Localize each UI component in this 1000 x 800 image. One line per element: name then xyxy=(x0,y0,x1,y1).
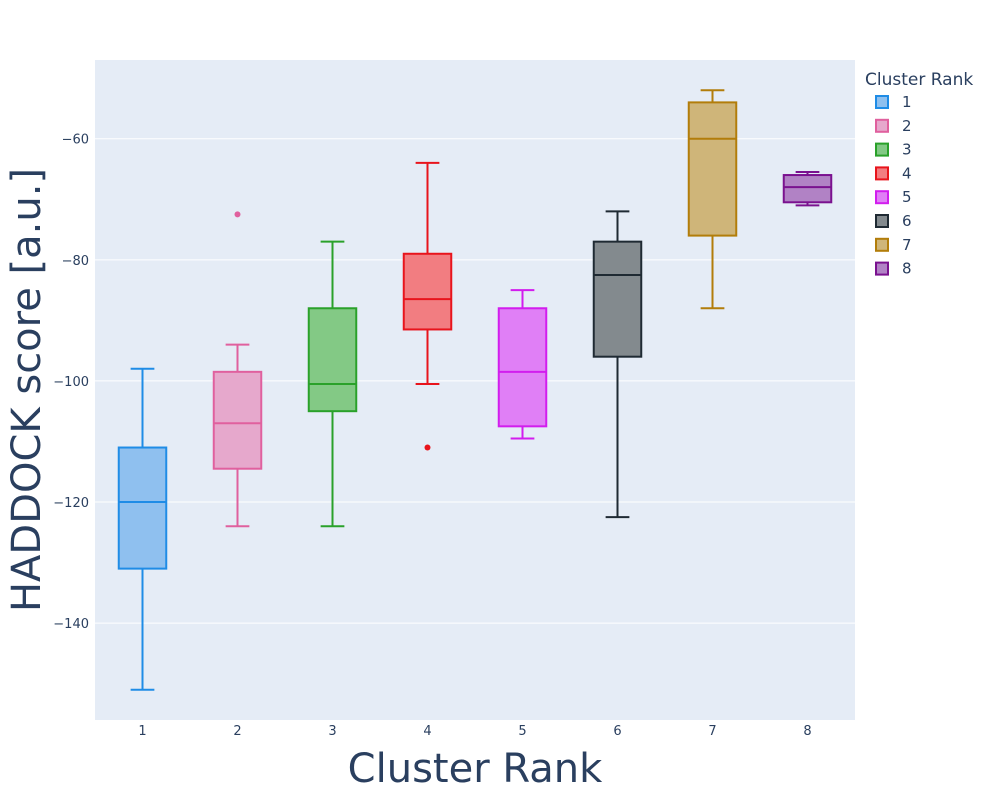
iqr-box xyxy=(687,101,738,237)
legend-item-3[interactable]: 3 xyxy=(875,141,912,159)
x-tick-label: 7 xyxy=(708,724,716,739)
outlier-point xyxy=(234,211,241,218)
x-tick-label: 6 xyxy=(613,724,621,739)
legend-label: 2 xyxy=(902,117,912,135)
y-tick-label: −80 xyxy=(62,254,89,269)
y-tick-label: −60 xyxy=(62,133,89,148)
legend-label: 1 xyxy=(902,93,912,111)
legend-item-4[interactable]: 4 xyxy=(875,164,912,182)
plot-area xyxy=(95,60,855,720)
legend-label: 7 xyxy=(902,236,912,254)
box-cluster-1[interactable] xyxy=(117,367,168,691)
iqr-box xyxy=(307,307,358,413)
x-tick-label: 3 xyxy=(328,724,336,739)
legend-swatch xyxy=(875,214,889,228)
y-axis-ticks: −60 −80 −100 −120 −140 xyxy=(53,133,89,632)
legend-item-8[interactable]: 8 xyxy=(875,260,912,278)
y-axis-title: HADDOCK score [a.u.] xyxy=(4,168,50,612)
box-cluster-3[interactable] xyxy=(307,240,358,528)
outlier-point xyxy=(424,444,431,451)
y-tick-label: −120 xyxy=(53,496,89,511)
box-series xyxy=(117,89,833,691)
x-tick-label: 2 xyxy=(233,724,241,739)
legend-item-6[interactable]: 6 xyxy=(875,212,912,230)
legend-swatch xyxy=(875,142,889,157)
x-tick-label: 5 xyxy=(518,724,526,739)
legend-item-5[interactable]: 5 xyxy=(875,188,912,206)
legend-title: Cluster Rank xyxy=(865,70,973,90)
iqr-box xyxy=(497,307,548,428)
legend-item-2[interactable]: 2 xyxy=(875,117,912,135)
box-cluster-5[interactable] xyxy=(497,289,548,440)
legend-label: 3 xyxy=(902,141,912,159)
legend-label: 5 xyxy=(902,188,912,206)
x-axis-ticks: 1 2 3 4 5 6 7 8 xyxy=(138,724,811,739)
legend-swatch xyxy=(875,261,889,276)
box-cluster-7[interactable] xyxy=(687,89,738,310)
legend-item-1[interactable]: 1 xyxy=(875,93,912,111)
legend-swatch xyxy=(875,190,889,205)
box-cluster-6[interactable] xyxy=(592,210,643,519)
x-tick-label: 4 xyxy=(423,724,431,739)
legend-item-7[interactable]: 7 xyxy=(875,236,912,254)
legend-swatch xyxy=(875,237,889,252)
y-tick-label: −140 xyxy=(53,617,89,632)
x-tick-label: 1 xyxy=(138,724,146,739)
box-cluster-4[interactable] xyxy=(402,161,453,451)
box-cluster-2[interactable] xyxy=(212,211,263,528)
x-axis-title: Cluster Rank xyxy=(348,746,603,792)
legend-swatch xyxy=(875,118,889,133)
iqr-box xyxy=(117,446,168,570)
iqr-box xyxy=(592,240,643,358)
iqr-box xyxy=(402,252,453,331)
y-tick-label: −100 xyxy=(53,375,89,390)
x-tick-label: 8 xyxy=(803,724,811,739)
legend-swatch xyxy=(875,95,889,109)
legend-label: 4 xyxy=(902,164,912,182)
iqr-box xyxy=(782,174,833,204)
legend-swatch xyxy=(875,166,889,181)
legend-label: 6 xyxy=(902,212,912,230)
iqr-box xyxy=(212,370,263,470)
box-cluster-8[interactable] xyxy=(782,171,833,207)
legend-label: 8 xyxy=(902,260,912,278)
legend[interactable]: Cluster Rank 1 2 3 4 5 6 7 8 xyxy=(865,70,973,278)
